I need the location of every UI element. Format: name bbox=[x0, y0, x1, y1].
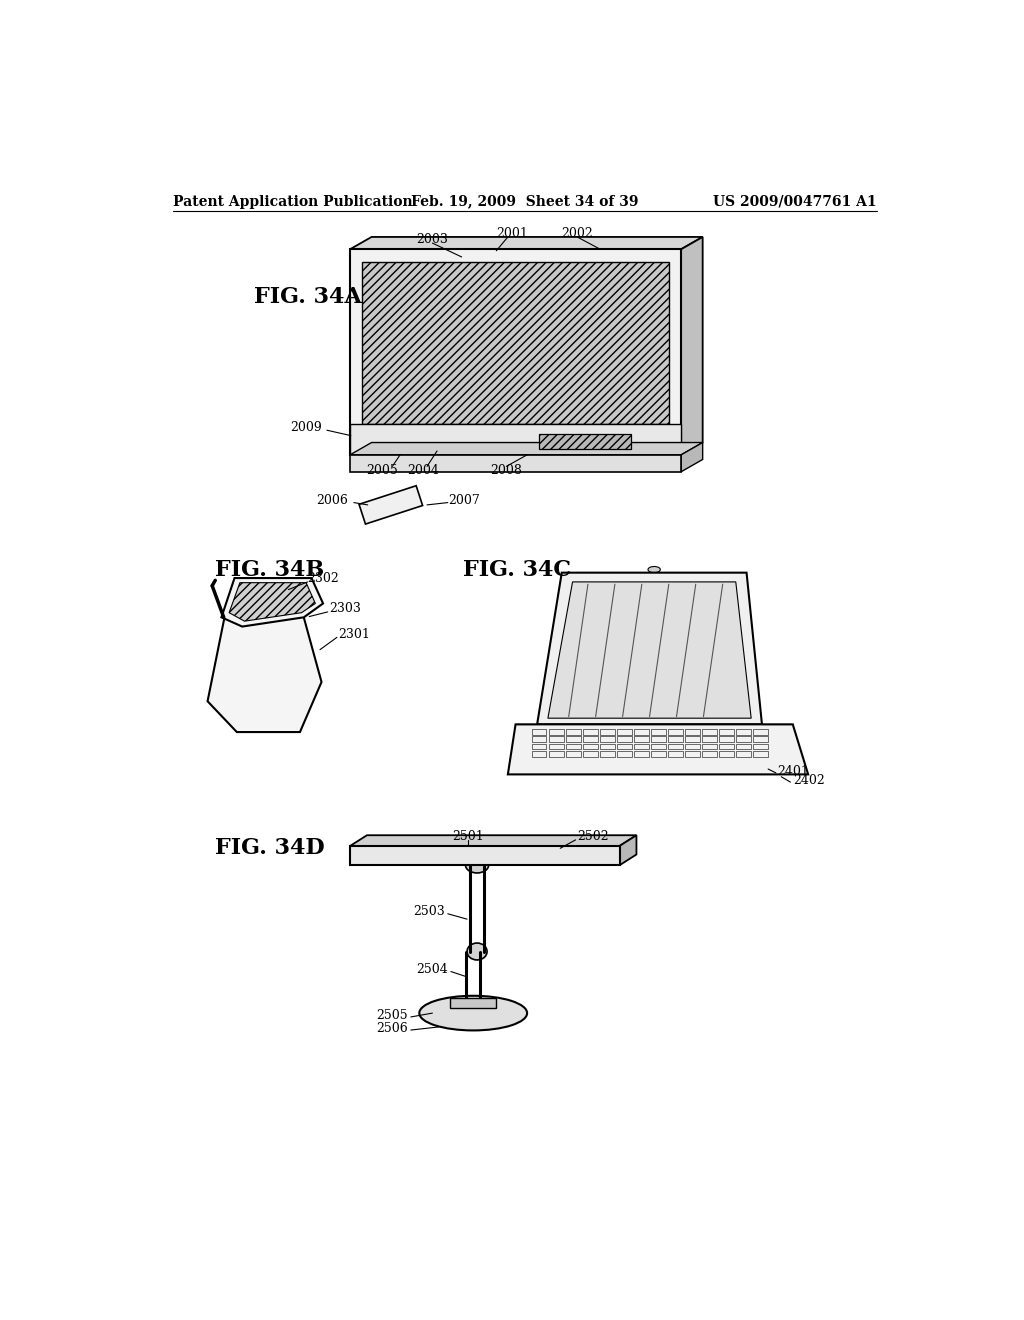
Ellipse shape bbox=[648, 566, 660, 573]
Polygon shape bbox=[681, 238, 702, 455]
Polygon shape bbox=[681, 442, 702, 471]
Text: 2009: 2009 bbox=[290, 421, 322, 434]
Text: 2303: 2303 bbox=[330, 602, 361, 615]
Text: 2004: 2004 bbox=[408, 463, 439, 477]
Text: 2402: 2402 bbox=[793, 774, 824, 787]
Polygon shape bbox=[538, 573, 762, 725]
Text: 2505: 2505 bbox=[376, 1008, 408, 1022]
Polygon shape bbox=[229, 582, 315, 622]
Text: US 2009/0047761 A1: US 2009/0047761 A1 bbox=[713, 194, 877, 209]
Text: 2504: 2504 bbox=[416, 962, 447, 975]
Polygon shape bbox=[350, 424, 681, 455]
Text: 2005: 2005 bbox=[367, 463, 398, 477]
Polygon shape bbox=[362, 261, 669, 424]
Polygon shape bbox=[620, 836, 637, 866]
Polygon shape bbox=[350, 836, 637, 846]
Polygon shape bbox=[221, 578, 323, 627]
Text: 2503: 2503 bbox=[413, 906, 444, 917]
Polygon shape bbox=[350, 455, 681, 471]
Text: FIG. 34D: FIG. 34D bbox=[215, 837, 325, 858]
Text: 2003: 2003 bbox=[417, 232, 449, 246]
Text: 2401: 2401 bbox=[777, 764, 809, 777]
Text: 2001: 2001 bbox=[496, 227, 527, 240]
Polygon shape bbox=[350, 846, 620, 866]
Ellipse shape bbox=[388, 503, 393, 507]
Text: FIG. 34A: FIG. 34A bbox=[254, 286, 361, 308]
Ellipse shape bbox=[467, 942, 487, 960]
Text: Patent Application Publication: Patent Application Publication bbox=[173, 194, 413, 209]
Ellipse shape bbox=[387, 499, 392, 503]
Polygon shape bbox=[508, 725, 808, 775]
Text: 2006: 2006 bbox=[316, 494, 348, 507]
Polygon shape bbox=[208, 603, 322, 733]
Polygon shape bbox=[350, 442, 702, 455]
Polygon shape bbox=[350, 238, 702, 249]
Polygon shape bbox=[359, 486, 423, 524]
Text: 2506: 2506 bbox=[376, 1022, 408, 1035]
Ellipse shape bbox=[374, 508, 379, 512]
Text: Feb. 19, 2009  Sheet 34 of 39: Feb. 19, 2009 Sheet 34 of 39 bbox=[411, 194, 639, 209]
Text: 2007: 2007 bbox=[449, 494, 480, 507]
Text: 2501: 2501 bbox=[452, 830, 483, 843]
Text: FIG. 34C: FIG. 34C bbox=[463, 560, 571, 581]
Ellipse shape bbox=[260, 615, 283, 626]
Ellipse shape bbox=[372, 503, 378, 507]
Polygon shape bbox=[539, 434, 631, 449]
Polygon shape bbox=[350, 249, 681, 455]
Text: 2002: 2002 bbox=[561, 227, 593, 240]
Text: 2301: 2301 bbox=[339, 628, 371, 640]
Text: 2502: 2502 bbox=[578, 830, 609, 843]
Ellipse shape bbox=[466, 858, 488, 873]
Ellipse shape bbox=[419, 995, 527, 1031]
Polygon shape bbox=[451, 998, 497, 1008]
Ellipse shape bbox=[375, 512, 380, 516]
Ellipse shape bbox=[389, 507, 395, 511]
Text: FIG. 34B: FIG. 34B bbox=[215, 560, 325, 581]
Text: 2302: 2302 bbox=[307, 573, 339, 585]
Polygon shape bbox=[548, 582, 752, 718]
Text: 2008: 2008 bbox=[490, 463, 522, 477]
